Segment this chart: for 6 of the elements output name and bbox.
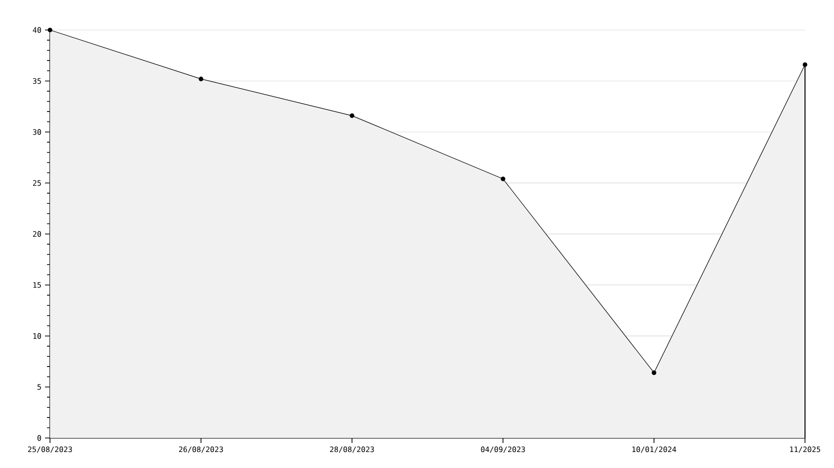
point bbox=[48, 28, 52, 32]
point bbox=[652, 370, 656, 376]
point bbox=[198, 76, 204, 82]
point bbox=[350, 113, 354, 118]
point bbox=[802, 62, 808, 67]
point bbox=[500, 176, 506, 182]
